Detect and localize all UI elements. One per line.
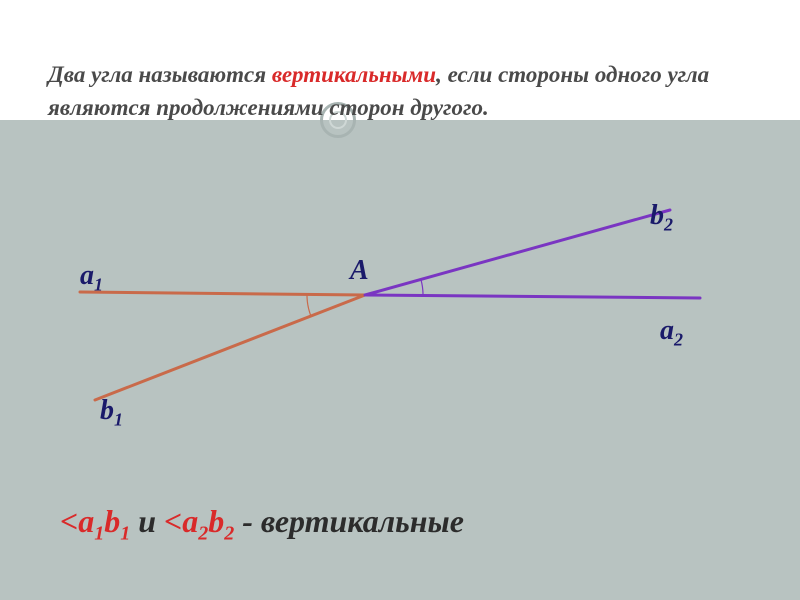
label-A-text: A (350, 255, 369, 286)
conc-a2: a (182, 503, 198, 539)
ray-label-a2: a2 (660, 315, 683, 351)
ray-a2 (365, 295, 700, 298)
ray-label-b2: b2 (650, 200, 673, 236)
conc-lt2: < (164, 503, 182, 539)
conc-a1-sub: 1 (94, 522, 104, 544)
conc-b1: b (104, 503, 120, 539)
rays-group (80, 210, 700, 400)
conc-b1-sub: 1 (120, 522, 130, 544)
angle-arc-left (307, 294, 311, 316)
label-b2-base: b (650, 200, 664, 231)
conc-lt1: < (60, 503, 78, 539)
vertex-label-A: A (350, 255, 369, 287)
label-b2-sub: 2 (664, 215, 673, 235)
label-b1-sub: 1 (114, 410, 123, 430)
title-keyword: вертикальными (272, 62, 436, 87)
label-b1-base: b (100, 395, 114, 426)
ray-b1 (95, 295, 365, 400)
label-a2-sub: 2 (674, 330, 683, 350)
definition-title: Два угла называются вертикальными, если … (48, 58, 760, 125)
ray-label-b1: b1 (100, 395, 123, 431)
conc-b2: b (208, 503, 224, 539)
ray-b2 (365, 210, 670, 295)
slide: Два угла называются вертикальными, если … (0, 0, 800, 600)
ray-a1 (80, 292, 365, 295)
title-part1: Два угла называются (48, 62, 272, 87)
conc-and: и (130, 503, 164, 539)
angle-arc-right (421, 279, 423, 295)
label-a2-base: a (660, 315, 674, 346)
conc-a1: a (78, 503, 94, 539)
conc-tail: - вертикальные (234, 503, 464, 539)
label-a1-base: a (80, 260, 94, 291)
conc-b2-sub: 2 (224, 522, 234, 544)
ray-label-a1: a1 (80, 260, 103, 296)
conc-a2-sub: 2 (198, 522, 208, 544)
conclusion-text: <a1b1 и <a2b2 - вертикальные (60, 503, 464, 545)
label-a1-sub: 1 (94, 275, 103, 295)
